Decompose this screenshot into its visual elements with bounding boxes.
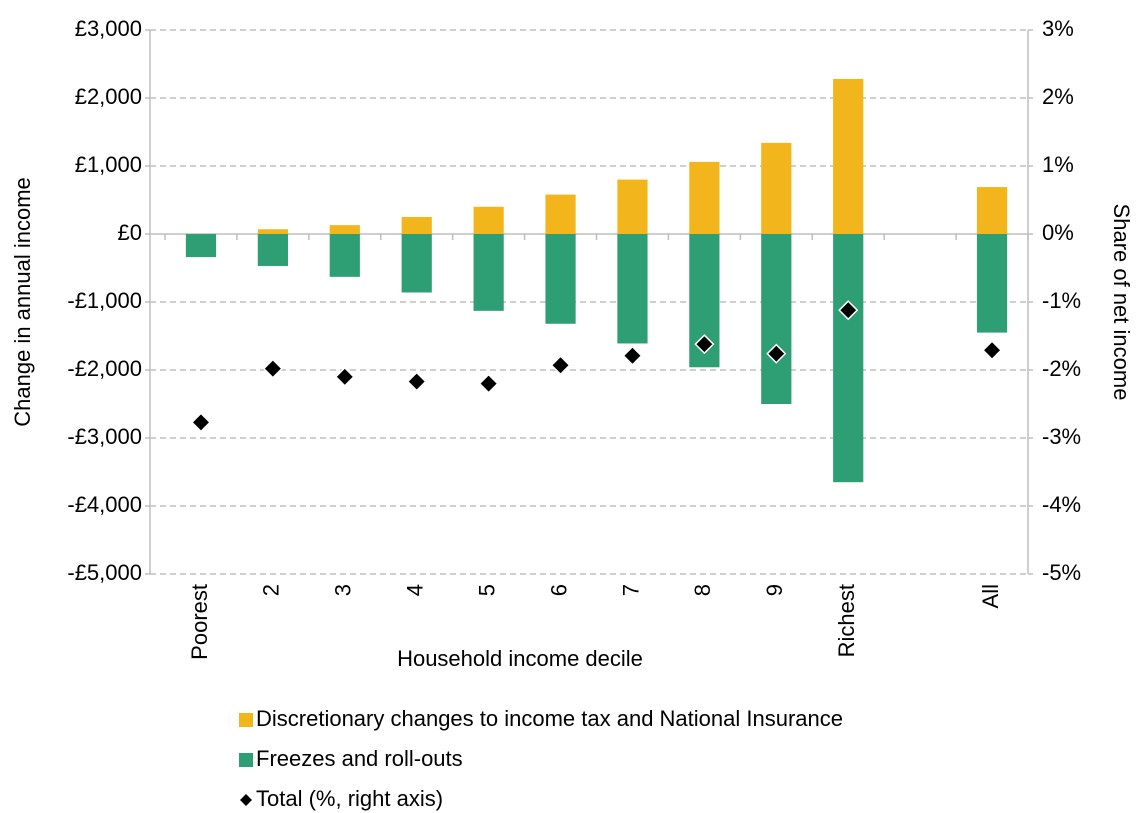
y-tick-label: -£5,000 [67,560,142,585]
x-tick-label: 3 [331,584,356,596]
x-tick-label: 5 [474,584,499,596]
legend-marker [240,794,252,806]
legend-label: Freezes and roll-outs [256,746,463,771]
y2-tick-label: 0% [1042,220,1074,245]
x-tick-label: 2 [259,584,284,596]
total-marker [550,355,571,376]
bar [833,78,864,235]
y2-tick-label: -5% [1042,560,1081,585]
bar [257,229,288,234]
x-tick-label: 8 [690,584,715,596]
bar [689,161,720,234]
x-axis-title: Household income decile [397,646,643,671]
total-marker [478,373,499,394]
total-marker [694,334,715,355]
bar [976,187,1008,234]
bar [329,234,360,277]
y-axis-title: Change in annual income [10,177,35,427]
y2-tick-label: 1% [1042,152,1074,177]
legend-label: Discretionary changes to income tax and … [256,706,843,731]
y2-tick-label: -1% [1042,288,1081,313]
bar [329,225,360,234]
y2-tick-label: 3% [1042,16,1074,41]
bar [617,179,648,234]
y-tick-label: £0 [118,220,142,245]
total-marker [262,358,283,379]
bar [473,234,504,311]
y2-axis-title: Share of net income [1109,204,1134,401]
y-tick-label: -£2,000 [67,356,142,381]
y2-tick-label: 2% [1042,84,1074,109]
y2-tick-label: -3% [1042,424,1081,449]
bar [473,206,504,234]
y-tick-label: -£3,000 [67,424,142,449]
legend-marker [239,753,253,767]
x-tick-label: Richest [834,584,859,657]
legend-label: Total (%, right axis) [256,786,443,811]
total-marker [334,366,355,387]
total-marker [622,345,643,366]
bar [257,234,288,266]
y2-tick-label: -4% [1042,492,1081,517]
y-tick-label: £1,000 [75,152,142,177]
x-tick-label: Poorest [187,584,212,660]
y-tick-label: £3,000 [75,16,142,41]
x-tick-label: 9 [762,584,787,596]
total-marker [981,340,1003,361]
bar [545,194,576,234]
total-marker [766,343,787,364]
bar [761,142,792,234]
y-tick-label: -£1,000 [67,288,142,313]
y-tick-label: £2,000 [75,84,142,109]
x-tick-label: 6 [546,584,571,596]
bar [401,217,432,234]
bar [761,234,792,404]
y2-tick-label: -2% [1042,356,1081,381]
bar [401,234,432,293]
x-tick-label: 4 [403,584,428,596]
bar [545,234,576,324]
x-tick-label: All [978,584,1003,608]
bar [185,234,217,258]
x-tick-label: 7 [618,584,643,596]
total-marker [190,412,212,433]
bar [617,234,648,344]
bar [976,234,1008,333]
bar [833,234,864,483]
total-marker [406,371,427,392]
total-marker [838,300,859,321]
y-tick-label: -£4,000 [67,492,142,517]
legend-marker [239,713,253,727]
